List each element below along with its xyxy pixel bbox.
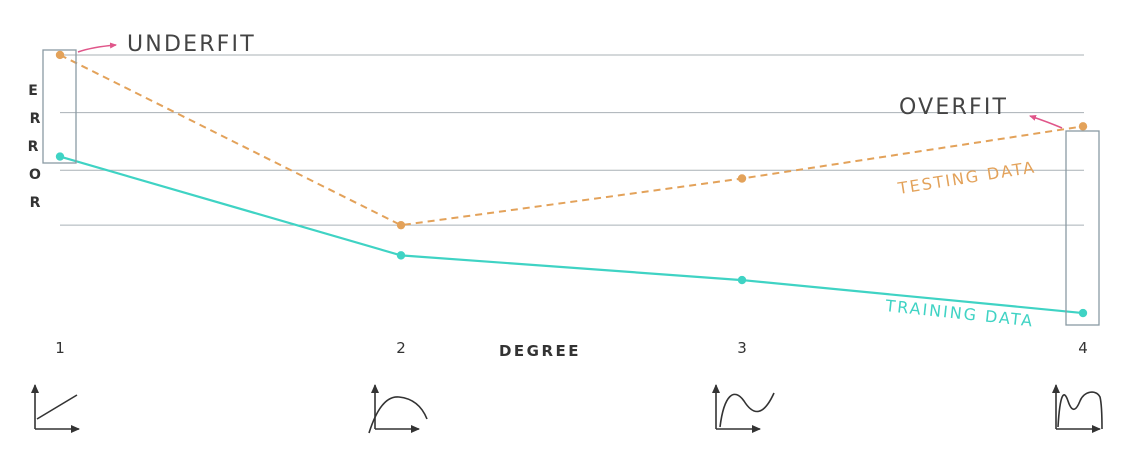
y-axis-label-letter: R [30,195,41,211]
testing-data-line [59,54,1084,227]
y-axis-label-letter: R [28,139,39,155]
overfit-highlight-box [1065,130,1100,326]
training-data-point [737,275,747,285]
gridlines [60,54,1084,226]
underfit-arrow [77,42,117,53]
overfit-label: OVERFIT [899,95,1008,120]
y-axis-label-letter: R [30,111,41,127]
quadratic-fit-icon [368,384,428,434]
x-tick-label: 2 [396,339,406,357]
x-axis-label: DEGREE [499,342,581,360]
x-tick-label: 4 [1078,339,1088,357]
training-data-point [55,152,65,161]
underfit-label: UNDERFIT [127,32,256,57]
testing-data-point [396,220,406,230]
overfit-arrow [1029,115,1063,129]
testing-data-point [737,174,747,183]
y-axis-label-letter: E [28,83,38,99]
testing-data-point [55,50,65,60]
y-axis-label-letter: O [29,167,41,183]
x-tick-label: 3 [737,339,747,357]
cubic-fit-icon [712,384,775,433]
x-tick-labels: 1 2 3 4 [55,339,1088,357]
training-data-line [59,155,1084,315]
quartic-fit-icon [1052,384,1103,433]
x-tick-label: 1 [55,339,65,357]
linear-fit-icon [31,384,80,433]
training-data-point [396,251,406,260]
series-layer [55,50,1088,318]
testing-data-label: TESTING DATA [896,157,1037,198]
testing-data-point [1078,122,1088,131]
underfit-highlight-box [42,49,77,164]
training-data-point [1078,308,1088,318]
